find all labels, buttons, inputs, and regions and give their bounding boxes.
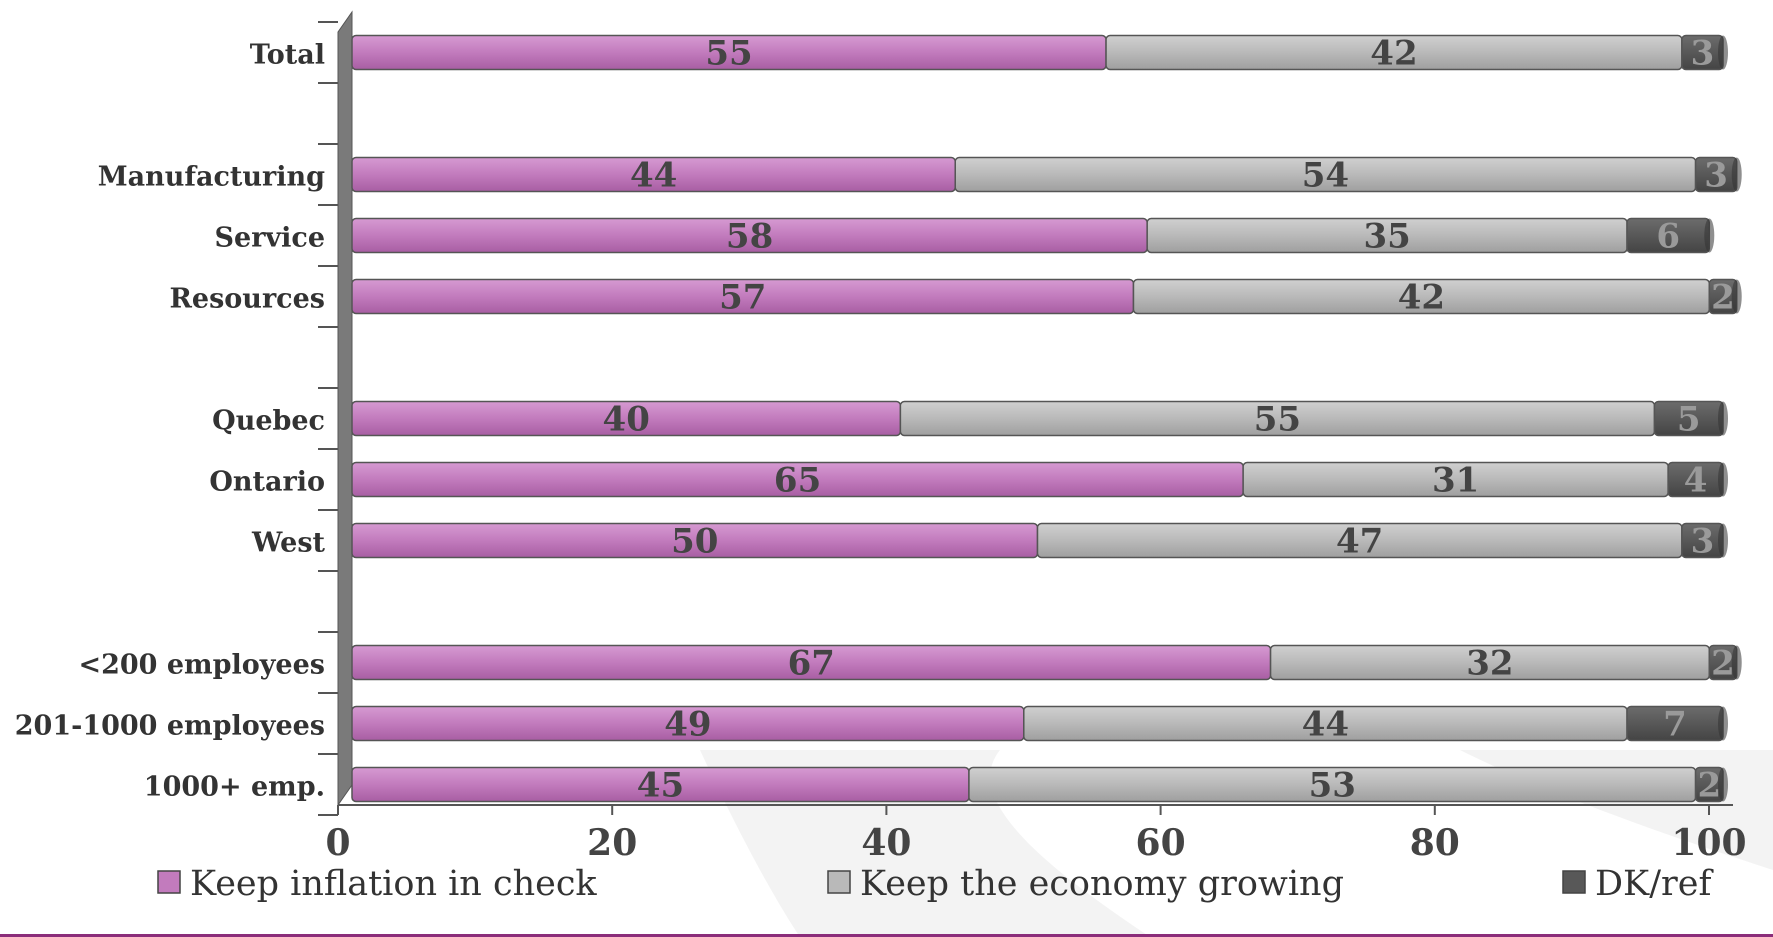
bar-end-cap [1731, 157, 1742, 192]
data-label: 44 [630, 156, 677, 196]
category-label: Service [215, 223, 325, 254]
legend: Keep inflation in check Keep the economy … [157, 864, 1714, 904]
data-label: 5 [1677, 400, 1701, 440]
axis-wall [337, 10, 353, 807]
x-tick-label: 80 [1410, 822, 1460, 864]
data-label: 55 [705, 34, 752, 74]
data-label: 6 [1656, 217, 1680, 257]
data-label: 42 [1398, 278, 1445, 318]
data-label: 42 [1370, 34, 1417, 74]
data-label: 47 [1336, 522, 1383, 562]
category-label: Resources [169, 284, 325, 315]
category-label: Quebec [212, 406, 325, 437]
data-label: 49 [664, 705, 711, 745]
data-label: 54 [1302, 156, 1349, 196]
data-label: 53 [1309, 766, 1356, 806]
bar-end-cap [1731, 279, 1742, 314]
data-label: 4 [1684, 461, 1708, 501]
bottom-rule [0, 934, 1773, 937]
bars [351, 34, 1742, 803]
data-label: 2 [1711, 278, 1735, 318]
category-label: 201-1000 employees [15, 711, 325, 742]
legend-label: Keep inflation in check [190, 864, 597, 904]
data-label: 3 [1691, 522, 1715, 562]
bar-end-cap [1718, 523, 1728, 558]
data-label: 3 [1704, 156, 1728, 196]
bar-end-cap [1718, 706, 1728, 741]
legend-swatch [827, 870, 851, 894]
x-tick-label: 20 [587, 822, 637, 864]
x-tick-label: 100 [1671, 822, 1746, 864]
data-label: 7 [1663, 705, 1687, 745]
bar-end-cap [1718, 401, 1728, 436]
data-label: 2 [1711, 644, 1735, 684]
data-label: 58 [726, 217, 773, 257]
category-label: <200 employees [78, 650, 325, 681]
x-tick-label: 60 [1136, 822, 1186, 864]
data-label: 3 [1691, 34, 1715, 74]
bar-end-cap [1718, 35, 1728, 70]
data-label: 2 [1697, 766, 1721, 806]
data-label: 31 [1432, 461, 1479, 501]
category-label: 1000+ emp. [144, 772, 325, 803]
bar-end-cap [1718, 767, 1728, 802]
x-tick-label: 0 [325, 822, 350, 864]
data-label: 32 [1466, 644, 1513, 684]
data-label: 35 [1363, 217, 1410, 257]
data-label: 44 [1302, 705, 1349, 745]
data-label: 55 [1254, 400, 1301, 440]
bar-end-cap [1718, 462, 1728, 497]
category-label: Total [250, 40, 325, 71]
data-label: 40 [603, 400, 650, 440]
legend-swatch [157, 870, 181, 894]
legend-swatch [1562, 870, 1586, 894]
x-tick-label: 40 [861, 822, 911, 864]
data-label: 50 [671, 522, 718, 562]
category-label: Ontario [209, 467, 325, 498]
data-label: 45 [637, 766, 684, 806]
category-label: West [251, 528, 325, 559]
axes: 0 20 40 60 80 100 [318, 10, 1747, 864]
bar-end-cap [1704, 218, 1715, 253]
legend-label: DK/ref [1595, 864, 1714, 904]
data-label: 67 [788, 644, 835, 684]
bar-end-cap [1731, 645, 1742, 680]
category-label: Manufacturing [98, 162, 325, 193]
data-label: 65 [774, 461, 821, 501]
legend-label: Keep the economy growing [860, 864, 1344, 904]
data-label: 57 [719, 278, 766, 318]
